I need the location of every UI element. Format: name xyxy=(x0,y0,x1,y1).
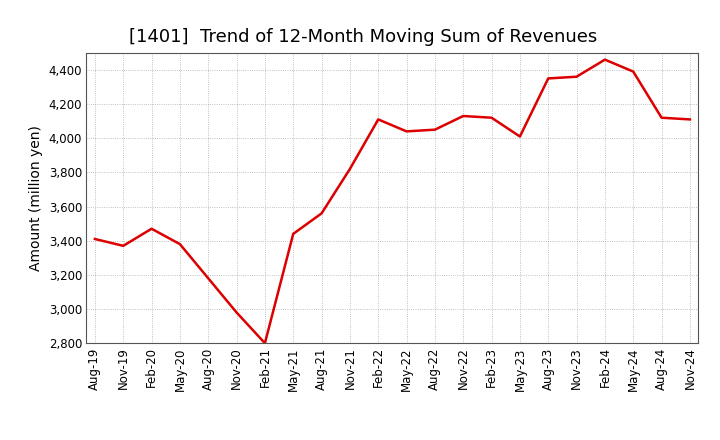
Y-axis label: Amount (million yen): Amount (million yen) xyxy=(30,125,43,271)
Text: [1401]  Trend of 12-Month Moving Sum of Revenues: [1401] Trend of 12-Month Moving Sum of R… xyxy=(130,28,598,46)
